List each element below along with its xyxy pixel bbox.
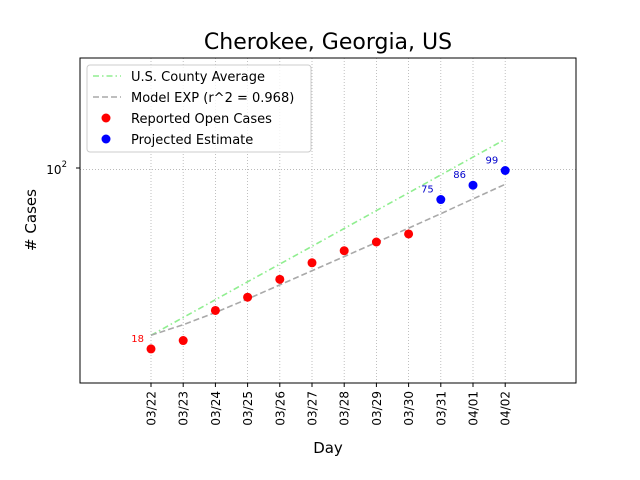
- data-label: 18: [131, 334, 144, 345]
- data-point: [500, 165, 510, 175]
- data-point: [243, 292, 253, 302]
- data-label: 99: [485, 155, 498, 166]
- points-group: [146, 165, 510, 354]
- x-tick-label: 03/23: [177, 391, 191, 426]
- plot-frame: [79, 57, 577, 384]
- data-point: [404, 229, 414, 239]
- data-label: 75: [421, 185, 434, 196]
- x-tick-label: 03/28: [338, 391, 352, 426]
- x-tick-label: 04/02: [499, 391, 513, 426]
- x-tick-label: 03/30: [402, 391, 416, 426]
- data-point: [178, 336, 188, 346]
- legend-entry: U.S. County Average: [131, 70, 265, 85]
- y-tick-label: 102: [46, 160, 67, 177]
- data-point: [275, 274, 285, 284]
- legend-box: [86, 64, 312, 153]
- x-axis-label: Day: [313, 439, 343, 457]
- data-point: [146, 344, 156, 354]
- data-labels: 18 75 86 99: [131, 155, 498, 344]
- data-point: [307, 258, 317, 268]
- legend-marker: [101, 134, 111, 144]
- legend-entry: Reported Open Cases: [131, 112, 272, 127]
- x-tick-label: 03/24: [209, 391, 223, 426]
- x-tick-label: 03/27: [306, 391, 320, 426]
- y-axis-ticks: 102: [46, 160, 80, 177]
- data-point: [371, 237, 381, 247]
- legend-marker: [101, 113, 111, 123]
- series-group: [150, 138, 506, 337]
- x-tick-label: 03/22: [145, 391, 159, 426]
- x-tick-label: 03/29: [370, 391, 384, 426]
- x-tick-label: 03/31: [434, 391, 448, 426]
- data-point: [339, 246, 349, 256]
- series-line: [150, 138, 506, 337]
- legend: U.S. County Average Model EXP (r^2 = 0.96…: [86, 64, 312, 153]
- series-line: [150, 183, 506, 337]
- x-axis-ticks: 03/22 03/23 03/24 03/25 03/26 03/27 03/28 03/29…: [145, 383, 513, 426]
- data-label: 86: [453, 170, 466, 181]
- data-point: [210, 305, 220, 315]
- legend-entry: Projected Estimate: [131, 133, 253, 148]
- x-tick-label: 04/01: [467, 391, 481, 426]
- data-point: [436, 195, 446, 205]
- data-point: [468, 180, 478, 190]
- x-tick-label: 03/26: [273, 391, 287, 426]
- x-tick-label: 03/25: [241, 391, 255, 426]
- legend-entry: Model EXP (r^2 = 0.968): [131, 91, 294, 106]
- y-axis-label: # Cases: [22, 189, 40, 251]
- chart-title: Cherokee, Georgia, US: [204, 30, 452, 55]
